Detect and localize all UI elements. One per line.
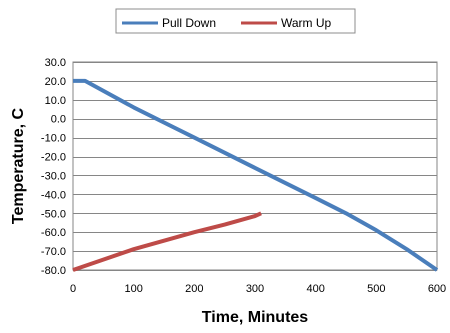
x-axis-tick-labels: 0 100 200 300 400 500 600 bbox=[70, 283, 446, 295]
y-tick-label-7: -40.0 bbox=[41, 189, 66, 201]
y-tick-label-5: -20.0 bbox=[41, 152, 66, 164]
x-tick-label-3: 300 bbox=[246, 283, 264, 295]
x-tick-label-5: 500 bbox=[367, 283, 385, 295]
series-lines bbox=[72, 78, 439, 272]
y-tick-label-8: -50.0 bbox=[41, 208, 66, 220]
legend-label-pull-down: Pull Down bbox=[162, 16, 216, 30]
series-line-pull-down bbox=[73, 78, 439, 272]
legend-label-warm-up: Warm Up bbox=[281, 16, 332, 30]
y-tick-label-6: -30.0 bbox=[41, 170, 66, 182]
y-tick-label-1: 20.0 bbox=[45, 76, 66, 88]
y-tick-label-10: -70.0 bbox=[41, 246, 66, 258]
y-tick-label-9: -60.0 bbox=[41, 227, 66, 239]
legend: Pull Down Warm Up bbox=[115, 8, 356, 34]
x-tick-label-0: 0 bbox=[70, 283, 76, 295]
x-tick-label-2: 200 bbox=[185, 283, 203, 295]
x-tick-label-4: 400 bbox=[306, 283, 324, 295]
y-tick-label-11: -80.0 bbox=[41, 265, 66, 277]
y-axis-title: Temperature, C bbox=[10, 107, 27, 224]
x-tick-label-6: 600 bbox=[428, 283, 446, 295]
y-tick-label-4: -10.0 bbox=[41, 133, 66, 145]
series-line-warm-up bbox=[72, 211, 262, 272]
plot-area-border bbox=[72, 61, 438, 271]
y-tick-label-0: 30.0 bbox=[45, 57, 66, 69]
y-tick-label-3: 0.0 bbox=[51, 114, 66, 126]
x-axis-title: Time, Minutes bbox=[202, 309, 308, 326]
legend-box bbox=[115, 8, 356, 34]
y-axis-tick-labels: 30.0 20.0 10.0 0.0 -10.0 -20.0 -30.0 -40.0 -50.0… bbox=[41, 57, 66, 277]
y-tick-label-2: 10.0 bbox=[45, 95, 66, 107]
x-tick-label-1: 100 bbox=[124, 283, 142, 295]
